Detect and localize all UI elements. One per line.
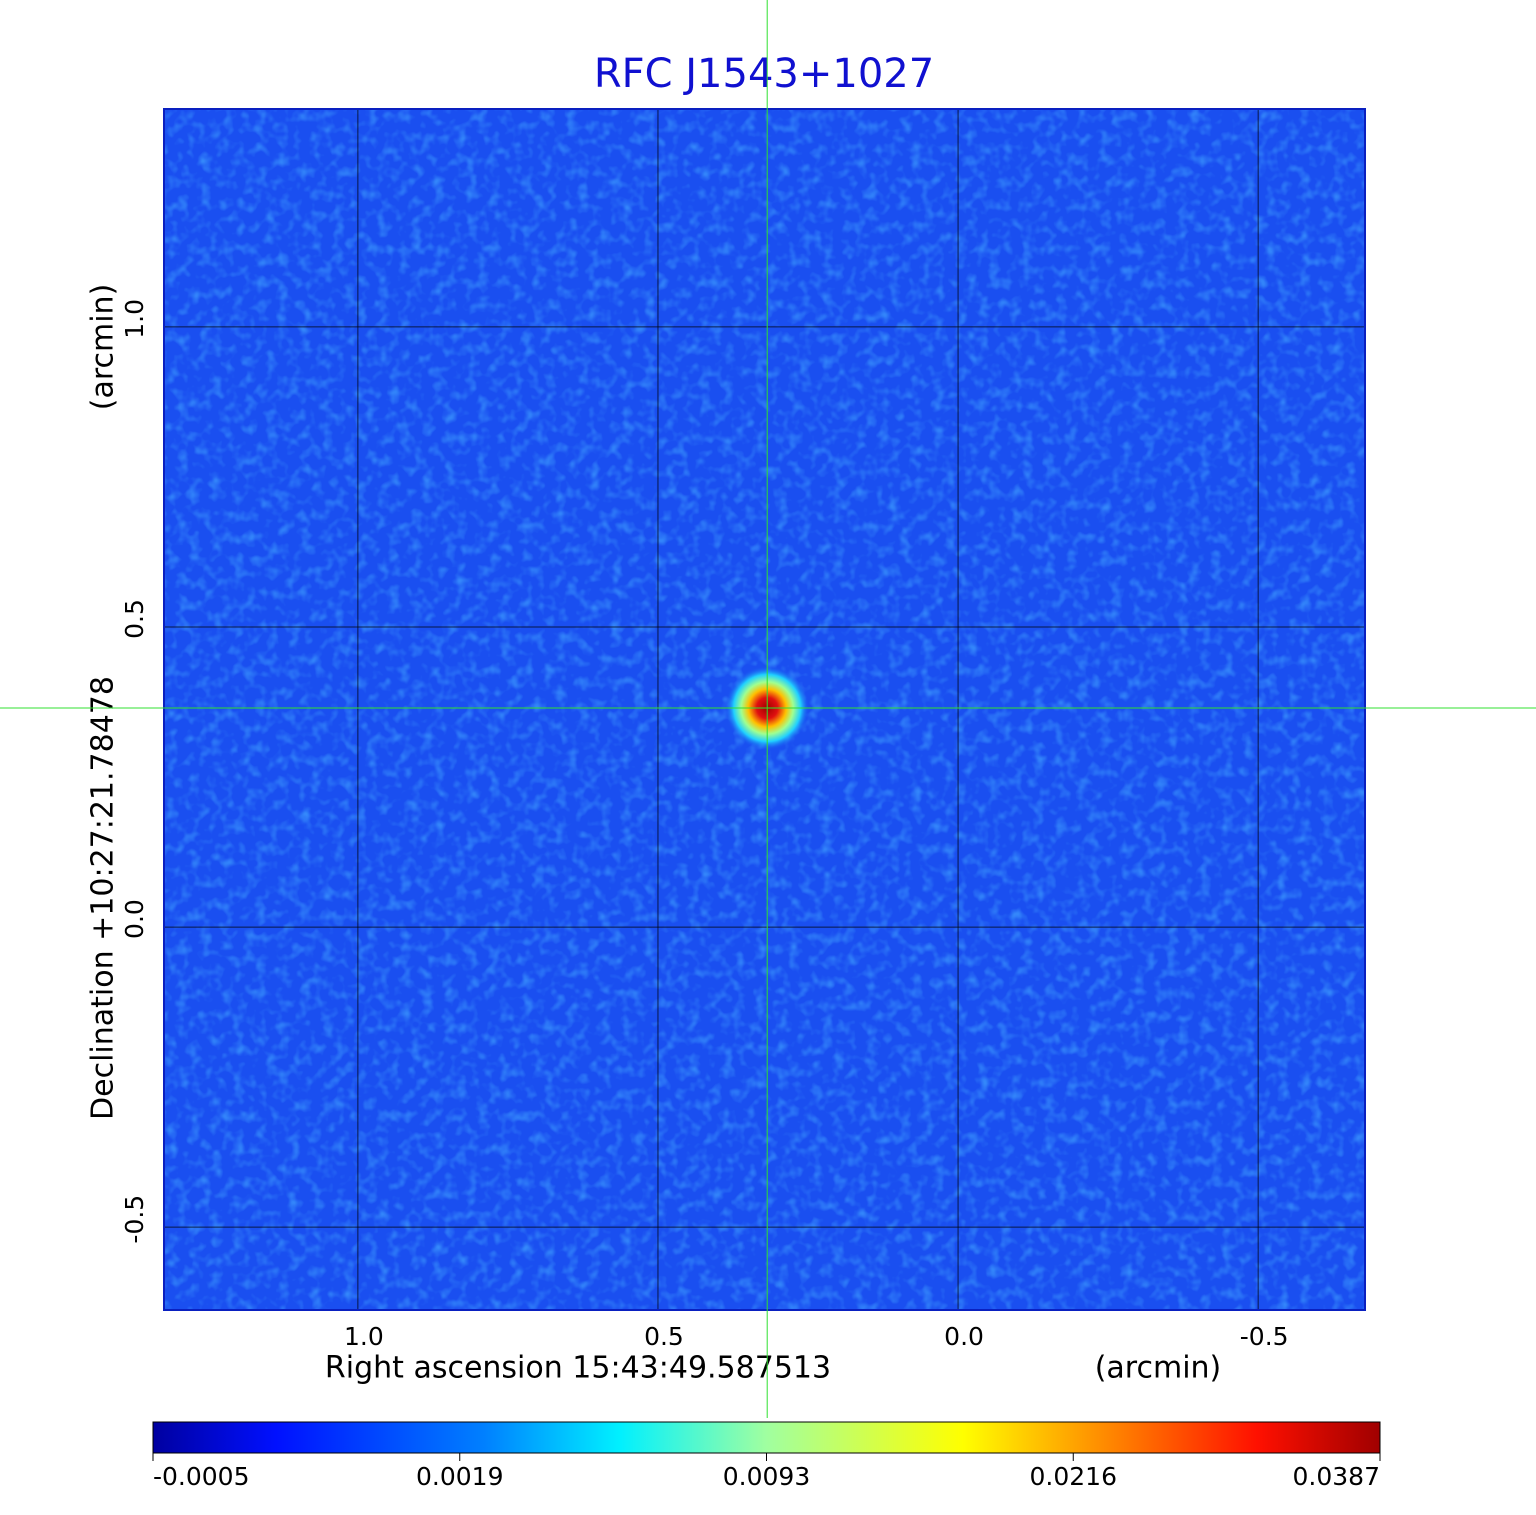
y-axis-label: Declination +10:27:21.78478 [86,676,121,1120]
colorbar-tick-label: -0.0005 [153,1462,250,1491]
x-axis-unit: (arcmin) [1095,1351,1222,1386]
chart-title: RFC J1543+1027 [594,51,934,97]
y-tick-label: 1.0 [120,299,149,339]
x-axis-label: Right ascension 15:43:49.587513 [325,1351,831,1386]
x-tick-label: -0.5 [1240,1322,1289,1351]
x-tick-label: 1.0 [344,1322,384,1351]
x-tick-label: 0.5 [644,1322,684,1351]
x-tick-label: 0.0 [944,1322,984,1351]
colorbar-tick-label: 0.0387 [1293,1462,1380,1491]
plot-frame [163,108,1366,1311]
colorbar [152,1421,1381,1454]
colorbar-tick-label: 0.0216 [1030,1462,1117,1491]
y-axis-unit: (arcmin) [86,284,121,411]
colorbar-tick-label: 0.0019 [416,1462,503,1491]
y-tick-label: -0.5 [120,1195,149,1244]
y-tick-label: 0.5 [120,599,149,639]
colorbar-tick-label: 0.0093 [723,1462,810,1491]
y-tick-label: 0.0 [120,899,149,939]
